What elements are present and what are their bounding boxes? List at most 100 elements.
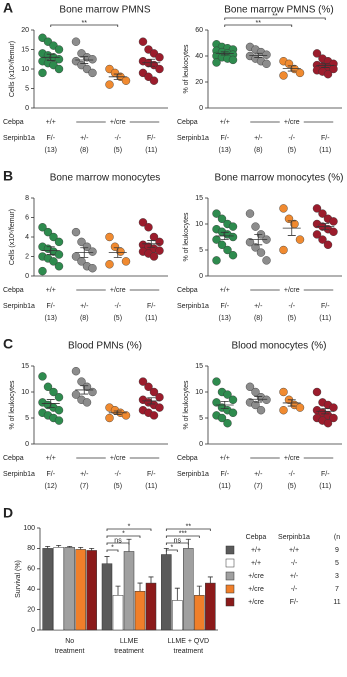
significance-label: ns <box>174 537 182 544</box>
group-n: (5) <box>113 147 122 154</box>
y-tick-label: 6 <box>25 214 29 221</box>
serpinb1a-genotype: -/- <box>288 303 295 310</box>
data-point <box>121 411 131 420</box>
legend-swatch <box>225 571 235 581</box>
data-point <box>88 68 97 78</box>
serpinb1a-genotype: F/- <box>46 471 55 478</box>
legend-header: Cebpa <box>246 534 267 541</box>
data-point <box>38 223 47 232</box>
data-point <box>54 250 64 259</box>
data-point <box>251 222 260 231</box>
chart-title: Bone marrow monocytes <box>50 173 161 184</box>
data-point <box>105 260 114 269</box>
group-n: (11) <box>145 147 157 154</box>
y-tick-label: 15 <box>195 363 203 370</box>
sem-bar <box>287 65 296 72</box>
legend-n: 7 <box>335 586 339 593</box>
bar <box>205 582 216 631</box>
serpinb1a-genotype: F/- <box>321 471 330 478</box>
legend-serpinb1a: -/- <box>291 586 298 593</box>
y-tick-label: 20 <box>27 606 35 613</box>
data-point <box>38 68 47 78</box>
bar <box>161 554 172 631</box>
data-point <box>245 382 255 391</box>
data-point <box>49 257 58 266</box>
data-point <box>212 209 221 218</box>
data-point <box>329 413 338 423</box>
y-tick-label: 15 <box>21 363 29 370</box>
legend-n: 5 <box>335 560 339 567</box>
data-point <box>295 68 305 78</box>
y-tick-label: 20 <box>195 79 203 86</box>
legend-n: 9 <box>335 547 339 554</box>
sem-bar <box>113 73 122 80</box>
group-n: (5) <box>113 315 122 322</box>
sem-bar <box>220 231 229 240</box>
serpinb1a-genotype: +/- <box>254 471 263 478</box>
data-point <box>212 256 221 265</box>
x-tick-label: treatment <box>174 648 204 655</box>
y-tick-label: 60 <box>27 566 35 573</box>
significance-bracket <box>106 535 141 538</box>
group-n: (11) <box>319 147 331 154</box>
significance-bracket <box>106 528 152 531</box>
row-label: Serpinb1a <box>177 135 209 142</box>
y-tick-label: 0 <box>25 441 29 448</box>
group-n: (5) <box>287 315 296 322</box>
chart-title: Bone marrow PMNS <box>59 5 150 16</box>
data-point <box>149 232 159 242</box>
x-tick-label: LLME <box>120 638 139 645</box>
y-tick-label: 8 <box>25 195 29 202</box>
serpinb1a-genotype: F/- <box>321 135 330 142</box>
sem-bar <box>46 246 55 255</box>
data-point <box>217 413 227 423</box>
sem-bar <box>46 53 55 61</box>
data-point <box>262 50 271 59</box>
serpinb1a-genotype: +/- <box>80 303 89 310</box>
data-point <box>212 58 221 67</box>
row-label: Serpinb1a <box>3 471 35 478</box>
serpinb1a-genotype: F/- <box>220 303 229 310</box>
group-n: (11) <box>145 315 157 322</box>
data-point <box>251 387 260 397</box>
sem-bar <box>220 51 229 56</box>
data-point <box>318 235 327 244</box>
row-label: Cebpa <box>3 119 24 126</box>
data-point <box>256 406 266 415</box>
sem-bar <box>220 400 229 410</box>
y-axis-label: Survival (%) <box>15 560 22 598</box>
data-point <box>71 367 81 376</box>
legend-n: 11 <box>333 599 340 606</box>
row-label: Cebpa <box>3 455 24 462</box>
cebpa-genotype: +/+ <box>220 287 230 294</box>
data-point <box>138 377 148 386</box>
sem-bar <box>287 399 296 407</box>
sem-bar <box>254 52 263 58</box>
data-point <box>105 232 114 242</box>
y-axis-label: % of leukocytes <box>183 44 190 94</box>
data-point <box>228 250 238 260</box>
bar <box>86 550 97 631</box>
data-point <box>54 237 64 247</box>
group-n: (5) <box>287 483 296 490</box>
data-point <box>88 55 97 64</box>
y-axis-label: % of leukocytes <box>183 380 190 430</box>
data-point <box>279 71 288 80</box>
cebpa-genotype: +/+ <box>46 287 56 294</box>
y-tick-label: 0 <box>31 627 35 634</box>
significance-bracket <box>106 549 119 552</box>
row-label: Serpinb1a <box>177 471 209 478</box>
data-point <box>212 398 221 407</box>
significance-label: * <box>170 544 173 551</box>
y-tick-label: 40 <box>195 53 203 60</box>
data-point <box>38 266 47 276</box>
significance-label: * <box>111 544 114 551</box>
group-n: (8) <box>80 315 89 322</box>
data-point <box>262 395 271 404</box>
data-point <box>144 382 153 391</box>
legend-serpinb1a: +/- <box>290 573 299 580</box>
error-bar <box>45 545 51 549</box>
cebpa-genotype: +/cre <box>284 455 300 462</box>
data-point <box>217 240 227 250</box>
row-label: Serpinb1a <box>3 303 35 310</box>
